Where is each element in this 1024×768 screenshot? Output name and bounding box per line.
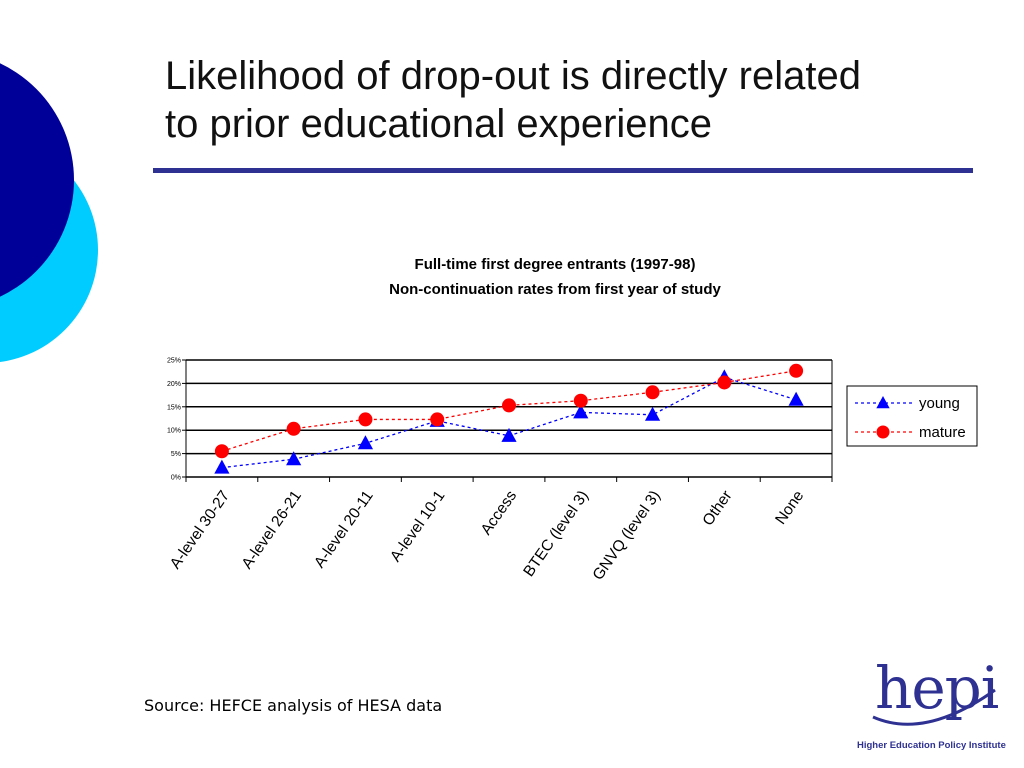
logo-wordmark: hepi bbox=[875, 654, 999, 722]
point-young bbox=[644, 406, 661, 421]
x-tick-label: A-level 26-21 bbox=[239, 488, 305, 573]
point-mature bbox=[430, 412, 445, 427]
point-mature bbox=[286, 421, 301, 436]
point-young bbox=[357, 435, 374, 450]
x-tick-label: A-level 20-11 bbox=[311, 488, 377, 572]
y-tick-label: 20% bbox=[167, 381, 181, 388]
title-rule bbox=[153, 168, 973, 173]
series-layer bbox=[214, 363, 804, 474]
x-tick-label: GNVQ (level 3) bbox=[590, 488, 664, 584]
legend-marker-young bbox=[876, 396, 890, 409]
x-tick-label: A-level 30-27 bbox=[167, 488, 233, 573]
point-young bbox=[573, 404, 589, 419]
point-mature bbox=[645, 385, 660, 400]
legend-label-young: young bbox=[919, 395, 960, 412]
x-tick-label: None bbox=[772, 488, 807, 528]
axes bbox=[182, 359, 833, 482]
point-mature bbox=[717, 375, 732, 390]
slide-title-line-2: to prior educational experience bbox=[165, 102, 713, 146]
point-mature bbox=[214, 444, 229, 459]
hepi-logo: hepi Higher Education Policy Institute bbox=[855, 654, 1006, 762]
point-young bbox=[286, 451, 302, 466]
y-tick-label: 0% bbox=[171, 475, 181, 482]
slide-title: Likelihood of drop-out is directly relat… bbox=[165, 52, 985, 148]
gridlines bbox=[186, 359, 832, 478]
x-tick-label: Other bbox=[699, 488, 735, 530]
y-tick-label: 5% bbox=[171, 451, 181, 458]
y-tick-label: 15% bbox=[167, 404, 181, 411]
tick-labels: 25% 20% 15% 10% 5% 0% A-level 30-27 A-level 26-… bbox=[167, 358, 808, 584]
legend-box bbox=[846, 385, 978, 447]
chart-title: Full-time first degree entrants (1997-98… bbox=[414, 256, 696, 273]
point-young bbox=[214, 459, 230, 474]
x-tick-label: A-level 10-1 bbox=[387, 488, 448, 566]
legend-marker-mature bbox=[876, 425, 890, 439]
logo-swoosh-icon bbox=[872, 688, 996, 726]
point-young bbox=[788, 391, 804, 406]
decorative-circles bbox=[0, 63, 98, 362]
point-mature bbox=[789, 363, 804, 378]
y-tick-label: 25% bbox=[167, 358, 181, 365]
point-mature bbox=[573, 393, 588, 408]
source-note: Source: HEFCE analysis of HESA data bbox=[144, 696, 443, 715]
x-tick-label: BTEC (level 3) bbox=[520, 488, 592, 580]
x-tick-label: Access bbox=[478, 487, 521, 538]
y-tick-label: 10% bbox=[167, 428, 181, 435]
logo-subtitle: Higher Education Policy Institute bbox=[857, 740, 1006, 751]
legend: young mature bbox=[846, 385, 978, 447]
legend-label-mature: mature bbox=[919, 424, 966, 441]
slide-title-line-1: Likelihood of drop-out is directly relat… bbox=[165, 54, 861, 98]
chart-subtitle: Non-continuation rates from first year o… bbox=[389, 281, 721, 298]
navy-circle bbox=[0, 63, 74, 297]
point-mature bbox=[502, 398, 516, 413]
point-mature bbox=[358, 412, 373, 427]
point-young bbox=[501, 427, 517, 442]
